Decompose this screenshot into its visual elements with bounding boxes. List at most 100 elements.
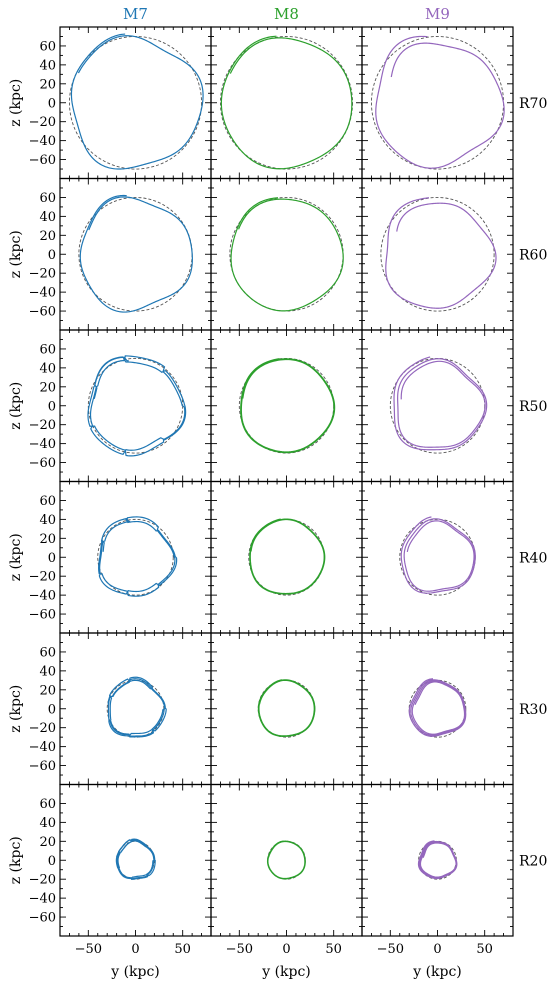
y-axis-label: z (kpc) bbox=[8, 79, 24, 127]
y-axis-label: z (kpc) bbox=[8, 685, 24, 733]
y-tick-label: −40 bbox=[29, 740, 56, 755]
y-tick-label: 40 bbox=[39, 210, 56, 225]
y-tick-label: −20 bbox=[29, 267, 56, 282]
orbit-trace-m8 bbox=[240, 358, 336, 454]
orbit-trace-m8 bbox=[249, 518, 326, 595]
reference-circle bbox=[219, 36, 354, 170]
y-tick-label: 0 bbox=[48, 702, 56, 717]
reference-circle bbox=[68, 36, 203, 170]
y-tick-label: −60 bbox=[29, 153, 56, 168]
orbit-trace-m8 bbox=[220, 35, 353, 170]
y-tick-label: −60 bbox=[29, 759, 56, 774]
row-label-r60: R60 bbox=[519, 247, 547, 263]
panel-m9-r30 bbox=[361, 632, 514, 786]
panel-frame bbox=[59, 177, 212, 331]
y-tick-label: 0 bbox=[48, 399, 56, 414]
orbit-trace-m9 bbox=[375, 35, 505, 169]
x-tick-label: −50 bbox=[226, 942, 253, 957]
y-tick-label: −60 bbox=[29, 305, 56, 320]
panel-m8-r40 bbox=[210, 480, 363, 634]
y-tick-label: 40 bbox=[39, 816, 56, 831]
panel-frame bbox=[210, 783, 363, 937]
row-label-r50: R50 bbox=[519, 399, 547, 415]
y-tick-label: 40 bbox=[39, 513, 56, 528]
y-tick-label: −60 bbox=[29, 911, 56, 926]
y-tick-label: 20 bbox=[39, 380, 56, 395]
panel-m9-r20: −50 0 50 bbox=[361, 783, 514, 957]
x-tick-label: −50 bbox=[75, 942, 102, 957]
panel-frame bbox=[59, 329, 212, 483]
orbit-trace-m7 bbox=[98, 516, 178, 597]
column-title-m7: M7 bbox=[123, 5, 148, 23]
y-tick-label: 40 bbox=[39, 361, 56, 376]
panel-m7-r30: 60 40 20 0 −20 −40 −60 bbox=[29, 632, 212, 786]
y-tick-label: 20 bbox=[39, 835, 56, 850]
panel-m8-r20: −50 0 50 bbox=[210, 783, 363, 957]
panel-m9-r60 bbox=[361, 177, 514, 331]
y-tick-label: −40 bbox=[29, 892, 56, 907]
y-tick-label: 60 bbox=[39, 39, 56, 54]
panel-frame bbox=[59, 632, 212, 786]
y-tick-label: 60 bbox=[39, 191, 56, 206]
panel-m9-r40 bbox=[361, 480, 514, 634]
y-tick-label: 20 bbox=[39, 229, 56, 244]
orbit-trace-m9 bbox=[393, 356, 488, 451]
panel-m7-r40: 60 40 20 0 −20 −40 −60 bbox=[29, 480, 212, 634]
y-axis-label: z (kpc) bbox=[8, 230, 24, 278]
y-tick-label: −20 bbox=[29, 721, 56, 736]
x-tick-label: −50 bbox=[377, 942, 404, 957]
axis-labels: z (kpc) z (kpc) z (kpc) z (kpc) z (kpc) z (kp… bbox=[8, 79, 462, 980]
y-axis-label: z (kpc) bbox=[8, 836, 24, 884]
row-labels: R70 R60 R50 R40 R30 R20 bbox=[519, 96, 547, 870]
reference-circle bbox=[97, 518, 174, 596]
y-tick-label: 40 bbox=[39, 664, 56, 679]
orbit-trace-m8 bbox=[266, 840, 306, 880]
reference-circle bbox=[380, 196, 495, 312]
x-tick-label: 0 bbox=[282, 942, 290, 957]
y-tick-label: −20 bbox=[29, 418, 56, 433]
x-axis-label: y (kpc) bbox=[110, 964, 160, 980]
y-axis-label: z (kpc) bbox=[8, 533, 24, 581]
panel-m9-r70 bbox=[361, 26, 514, 180]
panel-m8-r30 bbox=[210, 632, 363, 786]
column-titles: M7 M8 M9 bbox=[123, 5, 450, 23]
y-tick-label: −60 bbox=[29, 608, 56, 623]
panel-frame bbox=[59, 480, 212, 634]
x-tick-label: 0 bbox=[131, 942, 139, 957]
panel-m8-r50 bbox=[210, 329, 363, 483]
x-tick-label: 50 bbox=[174, 942, 191, 957]
panel-frame bbox=[210, 329, 363, 483]
orbit-trace-m7 bbox=[79, 194, 193, 313]
panel-m8-r70 bbox=[210, 26, 363, 180]
panel-frame bbox=[210, 177, 363, 331]
y-tick-label: 60 bbox=[39, 645, 56, 660]
y-tick-label: 60 bbox=[39, 797, 56, 812]
orbit-trace-m8 bbox=[230, 197, 344, 312]
y-tick-label: 20 bbox=[39, 77, 56, 92]
y-tick-label: 60 bbox=[39, 494, 56, 509]
panel-frame bbox=[361, 177, 514, 331]
y-tick-label: −40 bbox=[29, 286, 56, 301]
panel-frame bbox=[210, 480, 363, 634]
y-tick-label: −40 bbox=[29, 589, 56, 604]
y-tick-label: −60 bbox=[29, 456, 56, 471]
y-tick-label: 0 bbox=[48, 854, 56, 869]
panel-frame bbox=[361, 632, 514, 786]
row-label-r40: R40 bbox=[519, 550, 547, 566]
panel-m7-r50: 60 40 20 0 −20 −40 −60 bbox=[29, 329, 212, 483]
x-tick-label: 50 bbox=[476, 942, 493, 957]
y-tick-label: −40 bbox=[29, 437, 56, 452]
orbit-trace-m7 bbox=[107, 676, 167, 738]
panels: 6040200−20−40−606040200−20−40−606040200−… bbox=[29, 26, 514, 957]
row-label-r30: R30 bbox=[519, 702, 547, 718]
x-tick-label: 0 bbox=[433, 942, 441, 957]
x-axis-label: y (kpc) bbox=[261, 964, 311, 980]
y-tick-label: −20 bbox=[29, 570, 56, 585]
panel-frame bbox=[210, 26, 363, 180]
orbit-trace-m7 bbox=[115, 838, 156, 881]
orbit-trace-m7 bbox=[70, 33, 204, 170]
y-tick-label: 20 bbox=[39, 683, 56, 698]
orbit-trace-m9 bbox=[408, 678, 467, 737]
panel-frame bbox=[59, 783, 212, 937]
orbit-trace-m7 bbox=[87, 355, 187, 457]
